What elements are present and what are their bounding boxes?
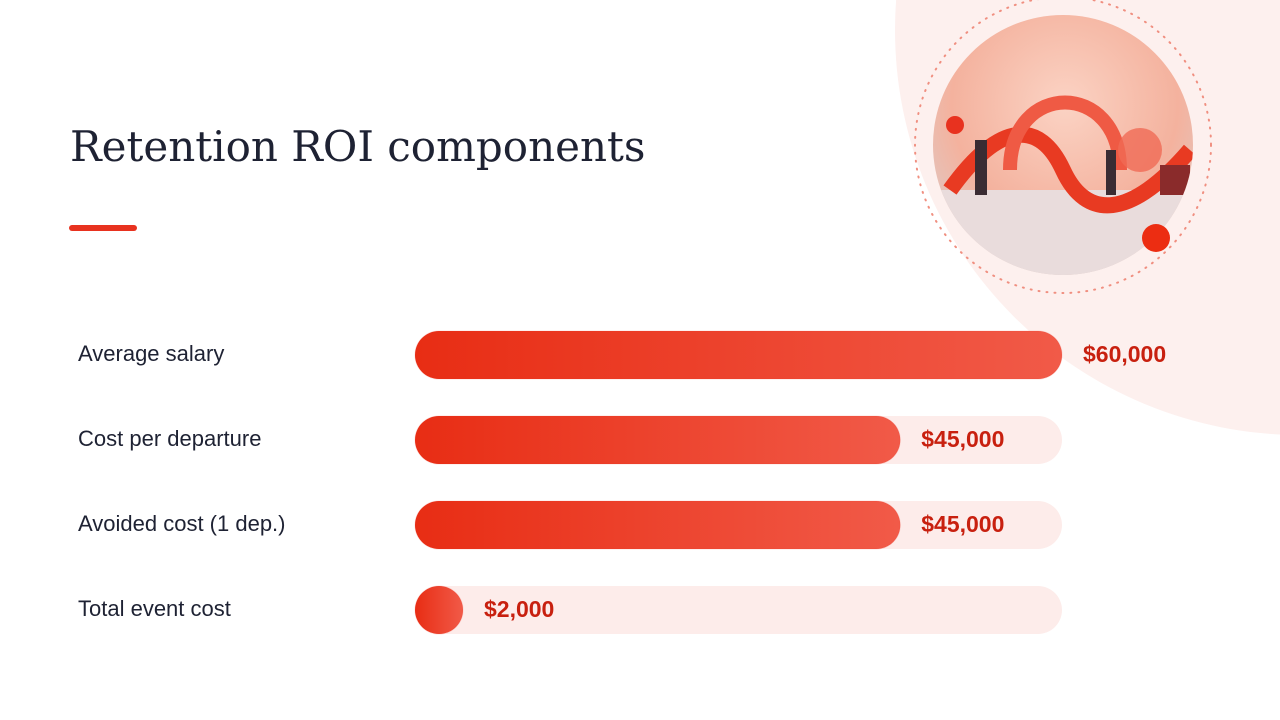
value-label: $2,000 [484, 596, 554, 622]
category-label: Average salary [78, 341, 224, 366]
bar [414, 585, 464, 635]
chart-title: Retention ROI components [70, 122, 645, 171]
category-label: Cost per departure [78, 426, 261, 451]
bar [414, 500, 901, 550]
accent-dot [1142, 224, 1170, 252]
category-label: Total event cost [78, 596, 231, 621]
bar-track [415, 586, 1062, 634]
dotted-ring [914, 0, 1212, 294]
category-label: Avoided cost (1 dep.) [78, 511, 286, 536]
value-label: $45,000 [921, 426, 1004, 452]
value-label: $45,000 [921, 511, 1004, 537]
value-label: $60,000 [1083, 341, 1166, 367]
bar [414, 415, 901, 465]
bar [414, 330, 1063, 380]
title-underline [69, 225, 137, 231]
